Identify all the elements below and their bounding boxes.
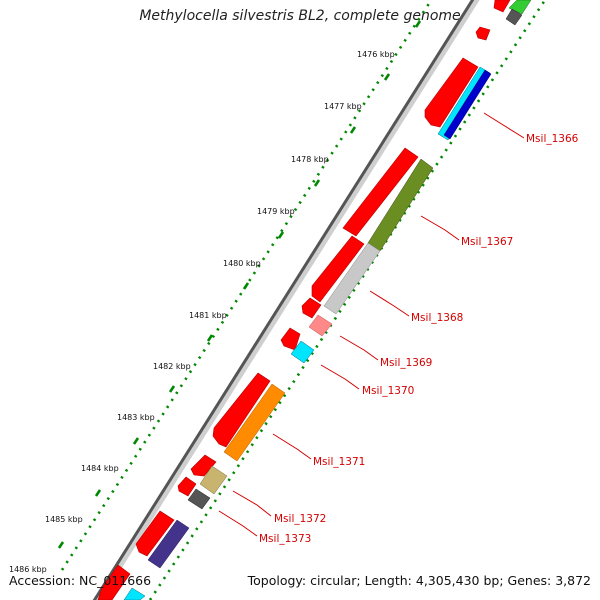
cds-arrow [177, 476, 197, 497]
map-title: Methylocella silvestris BL2, complete ge… [139, 8, 461, 24]
tick-label: 1479 kbp [257, 207, 295, 216]
cog-box [308, 314, 333, 337]
gene-label: Msil_1371 [313, 456, 365, 468]
gene-label: Msil_1367 [461, 236, 513, 248]
gene-label: Msil_1372 [274, 513, 326, 525]
dotted-track-inner [148, 0, 547, 600]
cds-arrow [190, 454, 217, 477]
cds-arrow [301, 297, 322, 319]
dotted-track-outer [60, 1, 432, 571]
backbone-shadow [93, 0, 480, 600]
cog-box [443, 69, 492, 140]
cog-box [223, 383, 286, 462]
backbone [92, 0, 475, 600]
cog-box [147, 519, 190, 569]
cog-box [199, 465, 228, 495]
cog-box [505, 8, 523, 26]
tick-marks [57, 20, 422, 549]
cog-box [323, 242, 381, 315]
tick-label: 1484 kbp [81, 464, 119, 473]
cog-box [290, 340, 315, 364]
tick-label: 1482 kbp [153, 362, 191, 371]
cds-arrow [493, 0, 511, 13]
gene-label: Msil_1370 [362, 385, 414, 397]
cds-arrow [212, 372, 271, 448]
cds-features [97, 0, 511, 600]
cog-box [123, 587, 146, 600]
tick-label: 1477 kbp [324, 102, 362, 111]
gene-label: Msil_1369 [380, 357, 432, 369]
label-connectors [218, 112, 525, 537]
tick-label: 1486 kbp [9, 565, 47, 574]
gene-label: Msil_1373 [259, 533, 311, 545]
gene-labels: Msil_1366 Msil_1367 Msil_1368 Msil_1369 … [259, 133, 579, 545]
accession-text: Accession: NC_011666 [9, 573, 152, 588]
cog-box [187, 488, 211, 510]
cds-arrow [135, 510, 175, 557]
cds-arrow [311, 235, 365, 303]
genome-summary-text: Topology: circular; Length: 4,305,430 bp… [247, 573, 591, 588]
gene-label: Msil_1366 [526, 133, 579, 145]
cds-arrow [475, 26, 491, 41]
tick-label: 1481 kbp [189, 311, 227, 320]
gene-label: Msil_1368 [411, 312, 463, 324]
tick-label: 1483 kbp [117, 413, 155, 422]
tick-label: 1485 kbp [45, 515, 83, 524]
cds-arrow [280, 327, 301, 351]
cog-features [123, 0, 532, 600]
cds-arrow [342, 147, 419, 237]
tick-label: 1478 kbp [291, 155, 329, 164]
tick-label: 1480 kbp [223, 259, 261, 268]
kbp-labels: 1476 kbp 1477 kbp 1478 kbp 1479 kbp 1480… [9, 50, 395, 574]
cds-arrow [424, 57, 479, 128]
tick-label: 1476 kbp [357, 50, 395, 59]
cds-arrow [97, 564, 131, 600]
